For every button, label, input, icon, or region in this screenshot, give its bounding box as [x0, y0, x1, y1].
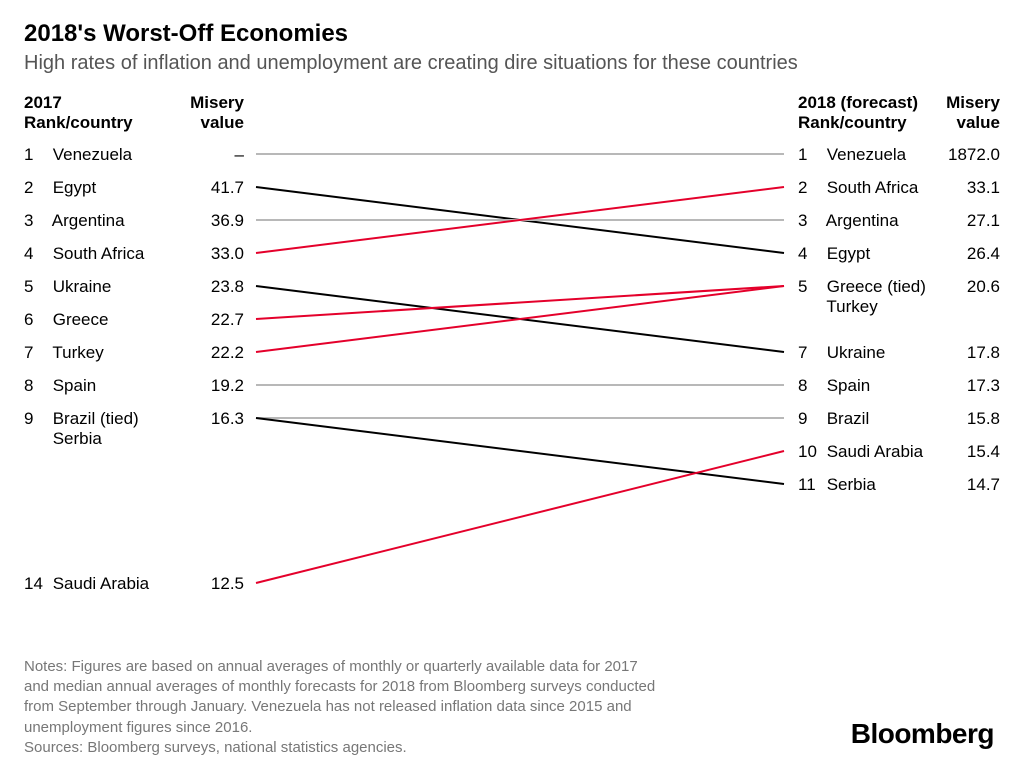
left-country-row: 14 Saudi Arabia — [24, 574, 149, 594]
left-country-row: 1 Venezuela — [24, 145, 132, 165]
chart-notes: Notes: Figures are based on annual avera… — [24, 657, 744, 758]
left-value: 23.8 — [184, 277, 244, 297]
left-country-row: 4 South Africa — [24, 244, 144, 264]
right-value: 15.8 — [940, 409, 1000, 429]
left-country-row: 3 Argentina — [24, 211, 125, 231]
chart-title: 2018's Worst-Off Economies — [24, 20, 1000, 48]
right-country-row: 7 Ukraine — [798, 343, 885, 363]
right-value: 14.7 — [940, 475, 1000, 495]
left-value: 33.0 — [184, 244, 244, 264]
left-value: 19.2 — [184, 376, 244, 396]
right-country-row: 11 Serbia — [798, 475, 876, 495]
left-value: 12.5 — [184, 574, 244, 594]
right-value: 17.3 — [940, 376, 1000, 396]
left-value: 16.3 — [184, 409, 244, 429]
right-value: 20.6 — [940, 277, 1000, 297]
left-value: 22.2 — [184, 343, 244, 363]
right-country-row: 9 Brazil — [798, 409, 869, 429]
right-value: 26.4 — [940, 244, 1000, 264]
right-value: 33.1 — [940, 178, 1000, 198]
left-value: 41.7 — [184, 178, 244, 198]
right-country-row: 5 Greece (tied) Turkey — [798, 277, 926, 318]
slope-line — [256, 451, 784, 583]
left-country-row: 5 Ukraine — [24, 277, 111, 297]
left-value: 36.9 — [184, 211, 244, 231]
slope-chart: 2018's Worst-Off Economies High rates of… — [0, 0, 1024, 780]
left-country-row: 7 Turkey — [24, 343, 104, 363]
left-country-row: 6 Greece — [24, 310, 108, 330]
left-country-row: 2 Egypt — [24, 178, 96, 198]
slope-line — [256, 286, 784, 319]
right-country-row: 8 Spain — [798, 376, 870, 396]
left-value: – — [184, 145, 244, 165]
left-value: 22.7 — [184, 310, 244, 330]
brand-logo: Bloomberg — [851, 718, 994, 750]
right-country-row: 2 South Africa — [798, 178, 918, 198]
right-country-row: 4 Egypt — [798, 244, 870, 264]
slope-lines — [24, 93, 1000, 653]
right-value: 15.4 — [940, 442, 1000, 462]
left-country-row: 9 Brazil (tied) Serbia — [24, 409, 139, 450]
right-value: 17.8 — [940, 343, 1000, 363]
plot-area: 2017 Rank/country Misery value 2018 (for… — [24, 93, 1000, 653]
right-country-row: 1 Venezuela — [798, 145, 906, 165]
slope-line — [256, 418, 784, 484]
left-country-row: 8 Spain — [24, 376, 96, 396]
right-value: 1872.0 — [940, 145, 1000, 165]
right-country-row: 3 Argentina — [798, 211, 899, 231]
chart-subtitle: High rates of inflation and unemployment… — [24, 52, 1000, 75]
right-value: 27.1 — [940, 211, 1000, 231]
right-country-row: 10 Saudi Arabia — [798, 442, 923, 462]
